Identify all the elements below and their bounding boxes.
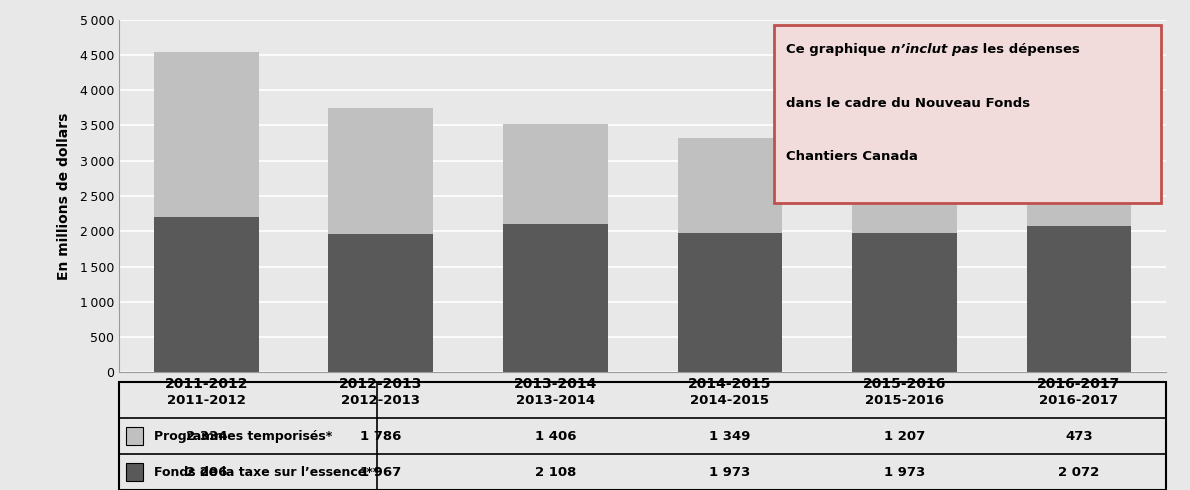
Bar [328, 108, 433, 234]
Bar [852, 233, 957, 372]
Text: Fonds de la taxe sur l’essence**: Fonds de la taxe sur l’essence** [154, 466, 380, 479]
Text: 2015-2016: 2015-2016 [865, 393, 944, 407]
Text: 1 973: 1 973 [884, 466, 925, 479]
Text: 1 406: 1 406 [534, 430, 576, 442]
Text: 2011-2012: 2011-2012 [167, 393, 245, 407]
Bar [677, 138, 782, 233]
Y-axis label: En millions de dollars: En millions de dollars [57, 112, 71, 280]
Text: 1 207: 1 207 [884, 430, 925, 442]
Text: 1 786: 1 786 [361, 430, 401, 442]
Text: 2 206: 2 206 [186, 466, 227, 479]
Bar [126, 463, 144, 481]
Bar [328, 234, 433, 372]
Text: 1 349: 1 349 [709, 430, 751, 442]
Text: n’inclut pas: n’inclut pas [890, 43, 978, 55]
Bar [126, 427, 144, 445]
Text: 2 334: 2 334 [186, 430, 227, 442]
Text: dans le cadre du Nouveau Fonds: dans le cadre du Nouveau Fonds [787, 97, 1031, 110]
Bar [154, 52, 258, 217]
Text: Ce graphique: Ce graphique [787, 43, 890, 55]
Text: 2016-2017: 2016-2017 [1039, 393, 1119, 407]
Bar [1027, 226, 1132, 372]
Bar [154, 217, 258, 372]
Text: Programmes temporisés*: Programmes temporisés* [154, 430, 332, 442]
Text: 473: 473 [1065, 430, 1092, 442]
Bar [503, 124, 608, 223]
Text: 2014-2015: 2014-2015 [690, 393, 770, 407]
Text: 2 108: 2 108 [534, 466, 576, 479]
Bar [1027, 193, 1132, 226]
Text: 1 967: 1 967 [361, 466, 401, 479]
Text: Chantiers Canada: Chantiers Canada [787, 150, 917, 163]
Text: 2013-2014: 2013-2014 [515, 393, 595, 407]
FancyBboxPatch shape [774, 25, 1161, 203]
Bar [677, 233, 782, 372]
Bar [503, 223, 608, 372]
Text: 2 072: 2 072 [1058, 466, 1100, 479]
Text: les dépenses: les dépenses [978, 43, 1079, 55]
Bar [852, 148, 957, 233]
Text: 1 973: 1 973 [709, 466, 751, 479]
Text: 2012-2013: 2012-2013 [342, 393, 420, 407]
